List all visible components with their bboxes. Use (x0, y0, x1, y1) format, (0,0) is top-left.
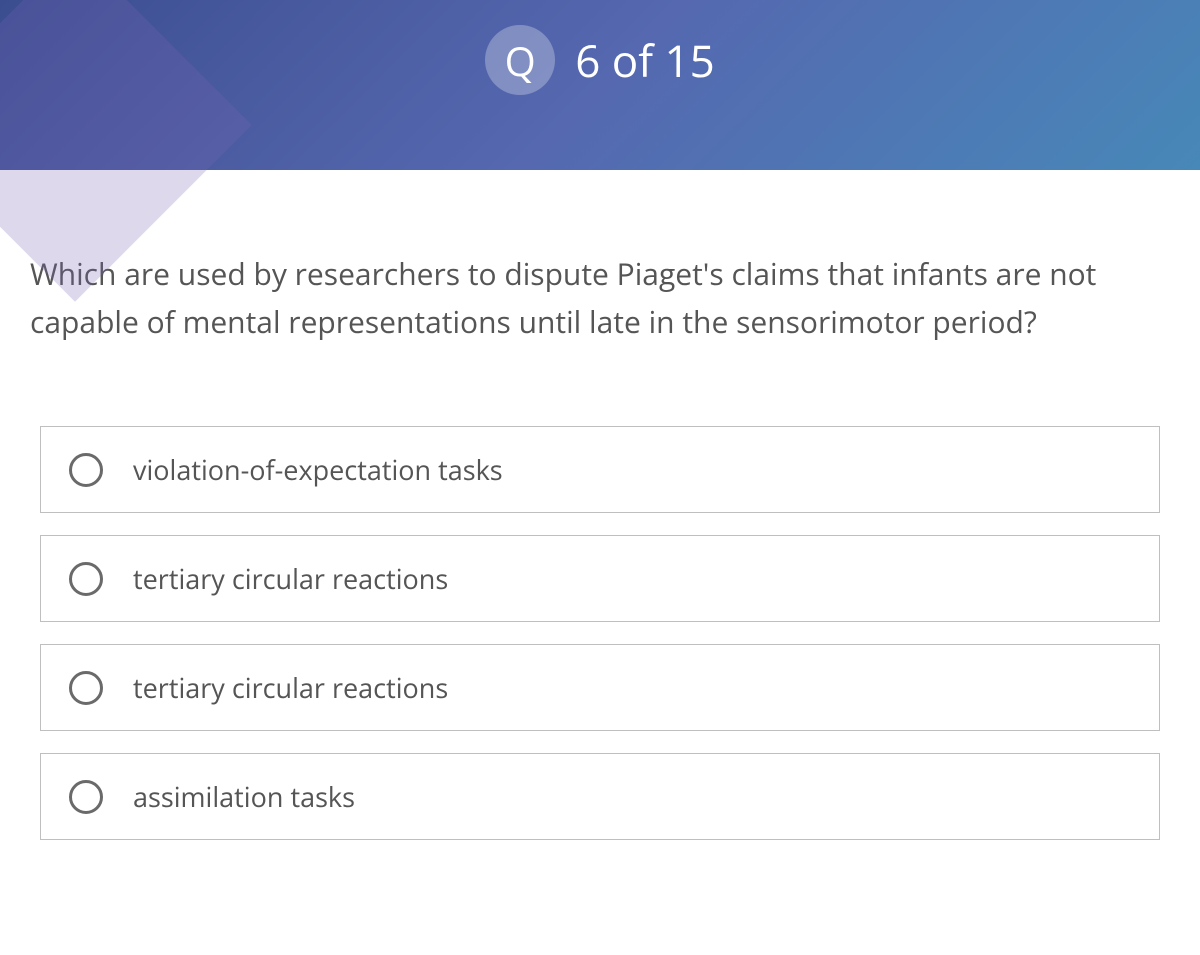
question-text: Which are used by researchers to dispute… (30, 250, 1170, 346)
option-2[interactable]: tertiary circular reactions (40, 535, 1160, 622)
options-list: violation-of-expectation tasks tertiary … (30, 426, 1170, 840)
radio-icon (69, 562, 103, 596)
quiz-content: Which are used by researchers to dispute… (0, 170, 1200, 840)
option-3[interactable]: tertiary circular reactions (40, 644, 1160, 731)
option-label: violation-of-expectation tasks (133, 451, 503, 488)
option-label: tertiary circular reactions (133, 560, 448, 597)
quiz-header: Q 6 of 15 (0, 0, 1200, 170)
radio-icon (69, 671, 103, 705)
radio-icon (69, 780, 103, 814)
option-1[interactable]: violation-of-expectation tasks (40, 426, 1160, 513)
question-badge: Q (485, 25, 555, 95)
badge-letter: Q (505, 33, 536, 88)
option-4[interactable]: assimilation tasks (40, 753, 1160, 840)
option-label: assimilation tasks (133, 778, 355, 815)
progress-text: 6 of 15 (575, 30, 715, 90)
option-label: tertiary circular reactions (133, 669, 448, 706)
progress-container: Q 6 of 15 (485, 25, 715, 95)
radio-icon (69, 453, 103, 487)
